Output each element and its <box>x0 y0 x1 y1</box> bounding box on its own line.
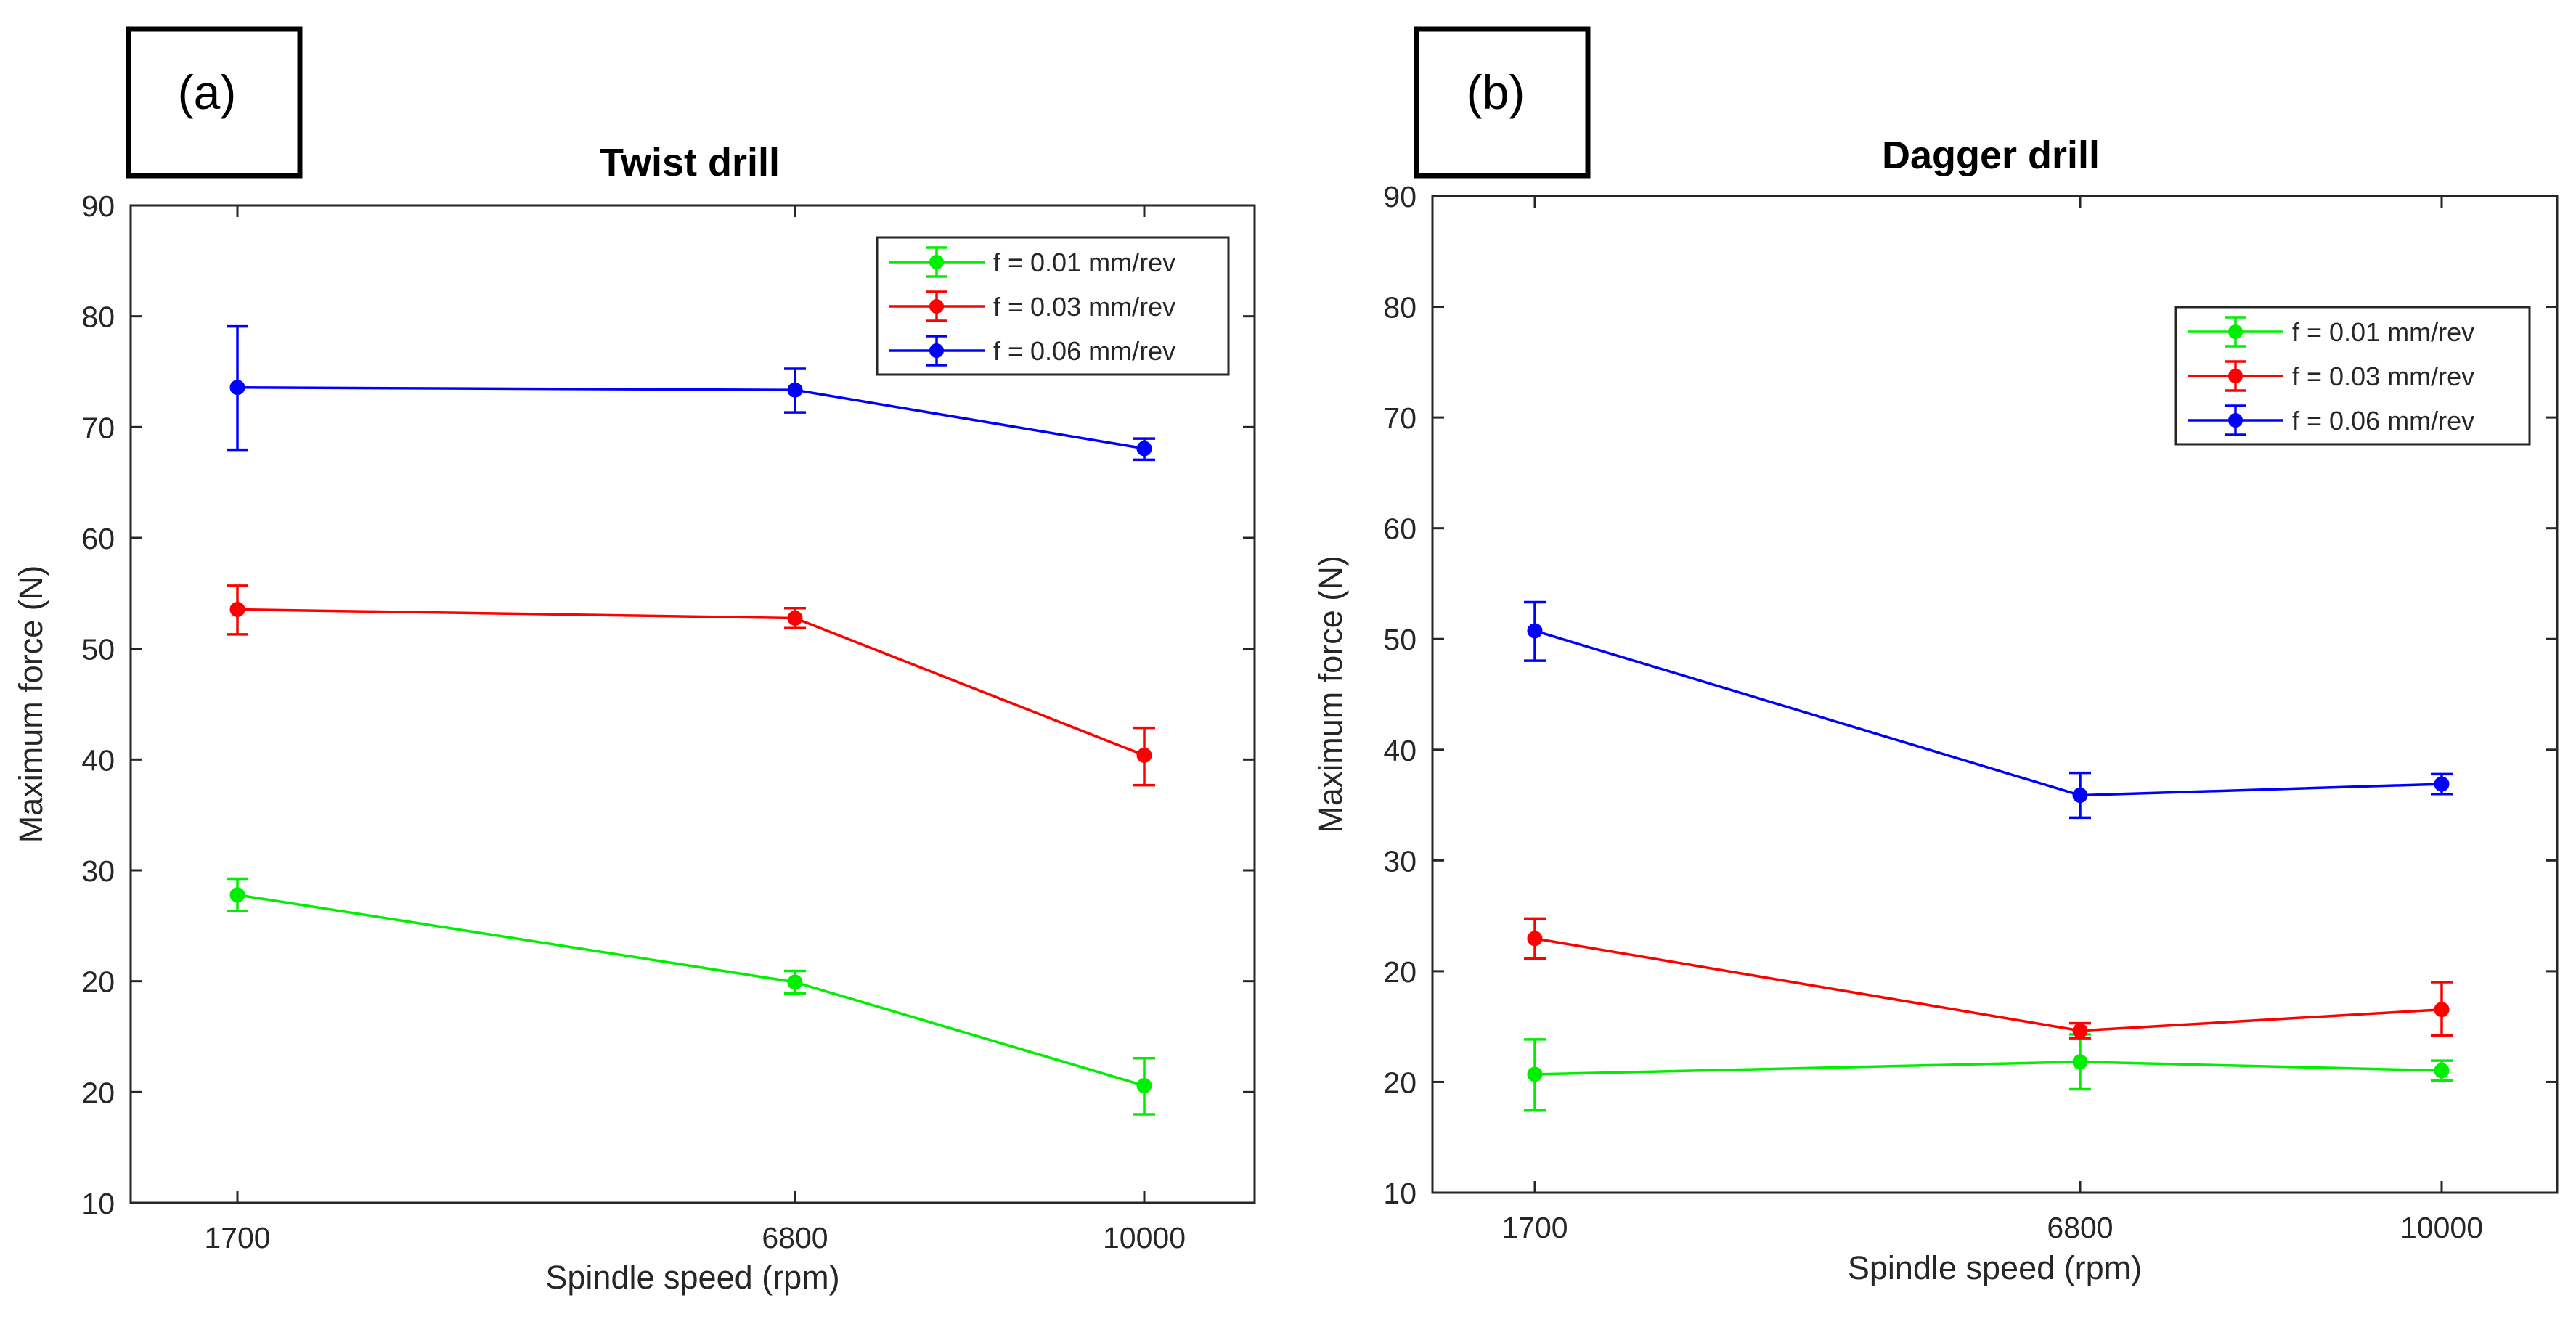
data-point <box>2072 788 2088 804</box>
data-point <box>1136 441 1152 457</box>
y-tick-label: 50 <box>81 633 115 666</box>
series-3 <box>1524 600 2453 820</box>
legend: f = 0.01 mm/rev f = 0.03 mm/rev f = 0.06 m… <box>876 236 1230 376</box>
legend-marker <box>929 343 944 358</box>
legend-label: f = 0.06 mm/rev <box>2292 406 2474 436</box>
data-point <box>1527 931 1543 947</box>
legend-marker <box>2228 369 2243 383</box>
data-point <box>787 974 803 990</box>
legend-label: f = 0.01 mm/rev <box>2292 317 2474 347</box>
y-tick-label: 10 <box>81 1187 115 1220</box>
legend: f = 0.01 mm/rev f = 0.03 mm/rev f = 0.06 m… <box>2174 306 2531 446</box>
y-tick-label: 70 <box>81 411 115 444</box>
y-tick-label: 60 <box>1383 513 1417 546</box>
data-point <box>2072 1054 2088 1070</box>
x-axis-label: Spindle speed (rpm) <box>1848 1249 2142 1286</box>
y-tick-label: 20 <box>81 1076 115 1109</box>
x-tick-label: 10000 <box>1103 1221 1186 1254</box>
series-2 <box>1524 917 2453 1040</box>
y-tick-label: 10 <box>1383 1177 1417 1210</box>
series-1 <box>227 877 1155 1116</box>
x-tick-label: 6800 <box>2047 1211 2113 1244</box>
chart-panel-b: (b) Dagger drill 10 20 20 30 40 50 60 70 80 90 1700 6… <box>1312 26 2559 1286</box>
data-point <box>229 601 245 617</box>
y-tick-label: 50 <box>1383 623 1417 656</box>
y-tick-label: 90 <box>81 189 115 223</box>
panel-label: (a) <box>178 65 237 119</box>
x-tick-label: 1700 <box>204 1221 270 1254</box>
chart-title: Dagger drill <box>1882 134 2100 177</box>
panel-label-box <box>126 26 303 179</box>
legend-label: f = 0.01 mm/rev <box>993 248 1175 277</box>
data-point <box>1527 1066 1543 1082</box>
y-tick-label: 20 <box>81 965 115 999</box>
x-tick-label: 10000 <box>2400 1211 2483 1244</box>
data-point <box>2434 1063 2450 1079</box>
y-tick-label: 20 <box>1383 955 1417 989</box>
data-point <box>787 382 803 398</box>
series-3 <box>227 324 1155 462</box>
panel-label: (b) <box>1467 65 1525 119</box>
series-2 <box>227 584 1155 787</box>
legend-label: f = 0.06 mm/rev <box>993 336 1175 366</box>
y-tick-label: 40 <box>1383 734 1417 767</box>
legend-label: f = 0.03 mm/rev <box>2292 362 2474 391</box>
data-point <box>1136 1078 1152 1094</box>
y-axis-label: Maximum force (N) <box>12 565 49 844</box>
x-axis-label: Spindle speed (rpm) <box>545 1259 839 1296</box>
chart-title: Twist drill <box>600 141 780 184</box>
panel-label-box <box>1414 26 1591 179</box>
y-tick-label: 30 <box>1383 844 1417 878</box>
series-1 <box>1524 1033 2453 1112</box>
data-point <box>2072 1023 2088 1039</box>
data-point <box>787 610 803 626</box>
data-point <box>1527 623 1543 639</box>
y-tick-label: 90 <box>1383 180 1417 213</box>
legend-marker <box>929 299 944 314</box>
y-tick-label: 80 <box>81 301 115 334</box>
x-tick-label: 6800 <box>762 1221 828 1254</box>
y-tick-label: 70 <box>1383 401 1417 435</box>
chart-panel-a: (a) Twist drill 10 20 20 30 40 50 60 70 80 90 1700 68… <box>12 26 1256 1296</box>
y-axis-label: Maximum force (N) <box>1312 555 1349 833</box>
y-tick-label: 60 <box>81 522 115 555</box>
data-point <box>229 887 245 903</box>
x-tick-label: 1700 <box>1501 1211 1568 1244</box>
y-tick-label: 40 <box>81 743 115 777</box>
legend-marker <box>2228 324 2243 339</box>
y-tick-label: 80 <box>1383 291 1417 324</box>
data-point <box>2434 776 2450 792</box>
data-point <box>2434 1002 2450 1018</box>
legend-label: f = 0.03 mm/rev <box>993 292 1175 322</box>
data-point <box>229 380 245 396</box>
y-tick-label: 20 <box>1383 1066 1417 1099</box>
y-tick-label: 30 <box>81 854 115 888</box>
legend-marker <box>2228 413 2243 428</box>
legend-marker <box>929 255 944 269</box>
data-point <box>1136 747 1152 763</box>
